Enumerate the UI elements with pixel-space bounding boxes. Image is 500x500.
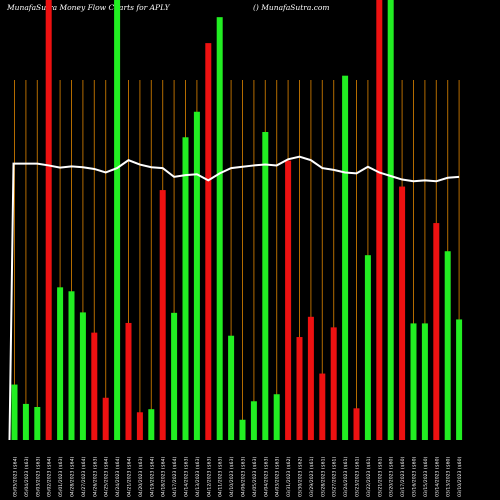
x-tick-label: 04/13/2023 ($63)	[195, 457, 201, 497]
x-tick-label: 04/20/2023 ($63)	[138, 457, 144, 497]
x-tick-label: 03/15/2023 ($60)	[423, 457, 429, 497]
x-tick-label: 03/14/2023 ($60)	[434, 457, 440, 497]
bar	[399, 186, 406, 440]
bar	[250, 401, 257, 440]
x-tick-label: 03/24/2023 ($61)	[343, 457, 349, 497]
x-tick-label: 04/12/2023 ($63)	[206, 457, 212, 497]
x-tick-label: 03/10/2023 ($60)	[457, 457, 463, 497]
bar	[114, 0, 121, 440]
x-tick-label: 04/21/2023 ($64)	[127, 457, 133, 497]
bar	[171, 312, 178, 440]
x-tick-label: 04/03/2023 ($63)	[275, 457, 281, 497]
x-tick-label: 05/01/2023 ($63)	[58, 457, 64, 497]
x-tick-label: 04/05/2023 ($63)	[252, 457, 258, 497]
x-tick-label: 03/23/2023 ($61)	[355, 457, 361, 497]
x-tick-label: 04/06/2023 ($63)	[241, 457, 247, 497]
bar	[91, 332, 98, 440]
bar	[136, 412, 143, 440]
x-tick-label: 04/14/2023 ($63)	[184, 457, 190, 497]
bar	[102, 397, 109, 440]
x-tick-label: 04/18/2023 ($64)	[161, 457, 167, 497]
bar	[387, 0, 394, 440]
series-line	[8, 155, 460, 441]
bar	[353, 408, 360, 440]
x-tick-label: 04/25/2023 ($64)	[104, 457, 110, 497]
bar	[433, 223, 440, 440]
bar	[228, 335, 235, 440]
x-tick-label: 05/04/2023 ($63)	[24, 457, 30, 497]
x-tick-label: 04/17/2023 ($64)	[172, 457, 178, 497]
bar	[216, 17, 223, 440]
x-tick-label: 04/24/2023 ($64)	[115, 457, 121, 497]
bar	[239, 419, 246, 440]
bar	[34, 407, 41, 440]
x-tick-label: 05/05/2023 ($64)	[13, 457, 19, 497]
bar	[421, 323, 428, 440]
x-tick-label: 05/03/2023 ($63)	[35, 457, 41, 497]
bar	[205, 43, 212, 441]
x-tick-label: 04/04/2023 ($63)	[263, 457, 269, 497]
bar	[273, 394, 280, 440]
x-tick-label: 03/21/2023 ($61)	[377, 457, 383, 497]
x-tick-label: 03/30/2023 ($62)	[298, 457, 304, 497]
x-tick-label: 04/26/2023 ($63)	[92, 457, 98, 497]
bar	[342, 75, 349, 441]
bar	[79, 312, 86, 440]
x-tick-label: 05/02/2023 ($64)	[47, 457, 53, 497]
bar	[376, 0, 383, 440]
x-tick-label: 03/17/2023 ($60)	[400, 457, 406, 497]
x-tick-label: 03/27/2023 ($61)	[332, 457, 338, 497]
bar	[296, 337, 303, 440]
bar	[410, 323, 417, 440]
x-tick-label: 04/11/2023 ($63)	[218, 457, 224, 497]
x-tick-label: 03/20/2023 ($60)	[389, 457, 395, 497]
x-tick-label: 03/29/2023 ($61)	[309, 457, 315, 497]
bar	[262, 132, 269, 440]
chart-title: MunafaSutra Money Flow Charts for APLY	[7, 3, 170, 12]
bar	[307, 316, 314, 440]
x-tick-label: 04/19/2023 ($64)	[149, 457, 155, 497]
bar	[444, 251, 451, 440]
bar	[456, 319, 463, 440]
x-tick-label: 04/27/2023 ($64)	[81, 457, 87, 497]
bar	[11, 384, 18, 440]
x-tick-label: 04/10/2023 ($63)	[229, 457, 235, 497]
bar	[364, 255, 371, 440]
bar	[193, 111, 200, 440]
x-tick-label: 03/13/2023 ($60)	[446, 457, 452, 497]
bar	[148, 409, 155, 440]
bar	[68, 291, 75, 440]
bar	[22, 403, 29, 440]
x-tick-label: 03/22/2023 ($61)	[366, 457, 372, 497]
x-tick-label: 03/28/2023 ($61)	[320, 457, 326, 497]
x-tick-label: 03/31/2023 ($62)	[286, 457, 292, 497]
bar	[159, 190, 166, 440]
x-tick-label: 03/16/2023 ($60)	[412, 457, 418, 497]
bar	[319, 373, 326, 440]
bar	[57, 287, 64, 440]
bar	[330, 327, 337, 440]
x-tick-label: 04/28/2023 ($64)	[70, 457, 76, 497]
bar	[125, 322, 132, 440]
bar	[45, 0, 52, 440]
site-credit: () MunafaSutra.com	[253, 3, 330, 12]
bar	[182, 137, 189, 440]
bar	[285, 160, 292, 440]
